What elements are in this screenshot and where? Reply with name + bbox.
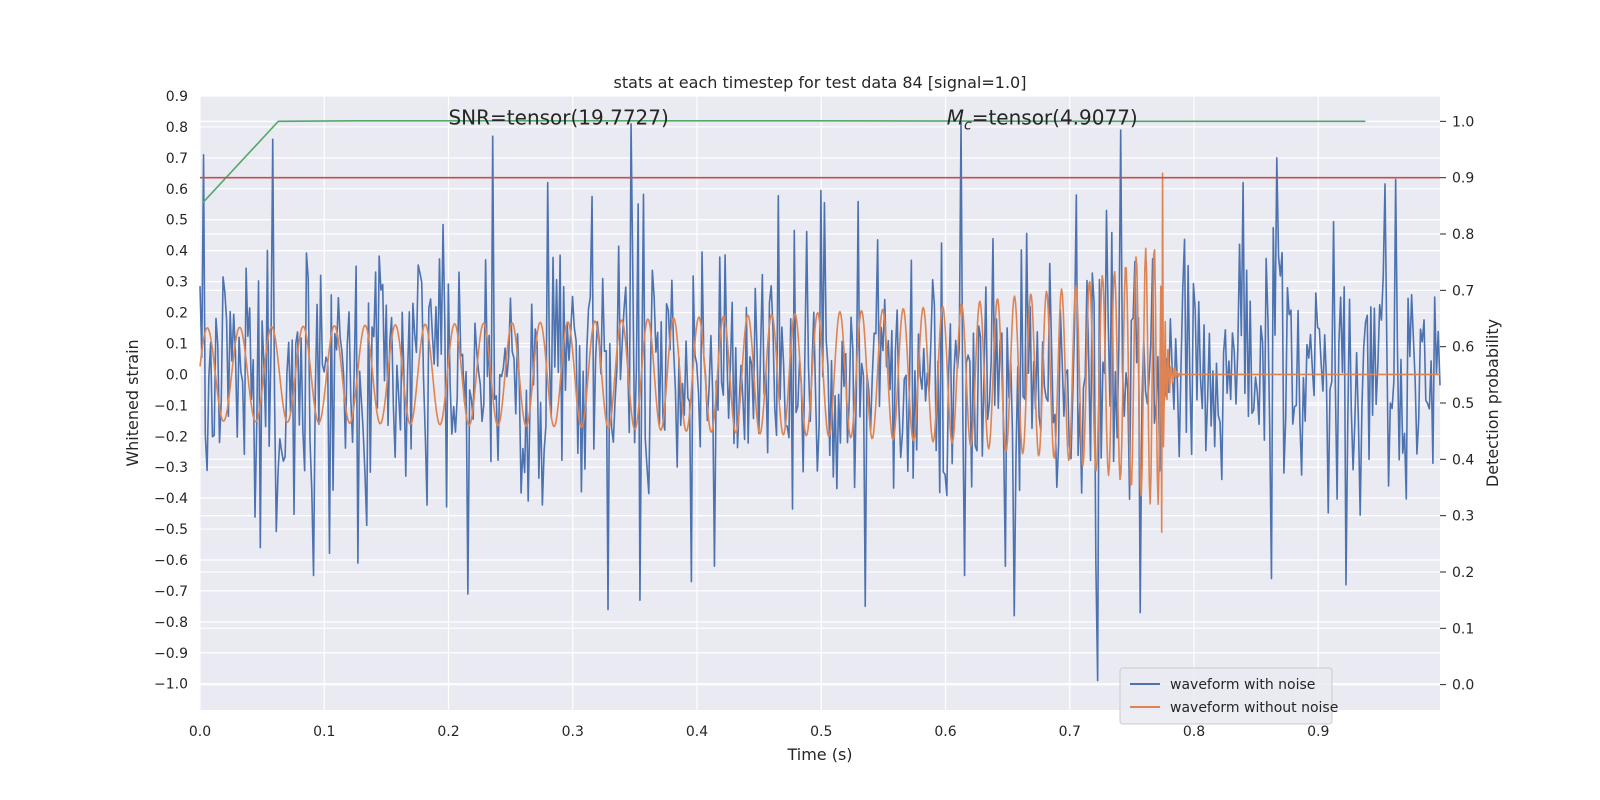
x-axis: 0.0 0.1 0.2 0.3 0.4 0.5 0.6 0.7 0.8 0.9 <box>189 724 1330 740</box>
annotation-chirp-mass-value: =tensor(4.9077) <box>972 106 1138 130</box>
y2-tick-label: 0.8 <box>1452 227 1474 243</box>
y2-tick-label: 0.0 <box>1452 678 1474 694</box>
annotation-chirp-mass-subscript: c <box>964 118 972 134</box>
annotation-chirp-mass-symbol: M <box>947 106 964 130</box>
y-tick-label: 0.2 <box>166 306 188 322</box>
series-layer <box>199 119 1441 682</box>
y-tick-label: −0.9 <box>154 646 188 662</box>
y-tick-label: −0.5 <box>154 522 188 538</box>
y2-tick-label: 0.2 <box>1452 565 1474 581</box>
series-detection-probability <box>201 119 1366 204</box>
y2-tick-label: 0.7 <box>1452 283 1474 299</box>
y2-tick-label: 0.4 <box>1452 452 1474 468</box>
y2-tick-label: 0.5 <box>1452 396 1474 412</box>
series-waveform-with-noise <box>199 119 1441 682</box>
x-tick-label: 0.6 <box>934 724 956 740</box>
x-tick-label: 0.1 <box>313 724 335 740</box>
annotation-chirp-mass: Mc=tensor(4.9077) <box>947 106 1138 134</box>
x-axis-label: Time (s) <box>786 745 852 764</box>
y2-tick-label: 1.0 <box>1452 114 1474 130</box>
y-tick-label: −0.7 <box>154 584 188 600</box>
y-axis-right: 1.0 0.9 0.8 0.7 0.6 0.5 0.4 0.3 0.2 0.1 0.0 <box>1440 114 1474 694</box>
x-tick-label: 0.4 <box>686 724 708 740</box>
legend-label-clean: waveform without noise <box>1170 700 1338 716</box>
x-tick-label: 0.3 <box>562 724 584 740</box>
y-tick-label: 0.3 <box>166 275 188 291</box>
x-tick-label: 0.8 <box>1183 724 1205 740</box>
y-tick-label: −0.8 <box>154 615 188 631</box>
legend-frame <box>1119 667 1333 725</box>
x-tick-label: 0.2 <box>437 724 459 740</box>
y-tick-label: −0.2 <box>154 429 188 445</box>
y2-tick-label: 0.3 <box>1452 509 1474 525</box>
x-tick-label: 0.5 <box>810 724 832 740</box>
y2-tick-label: 0.9 <box>1452 171 1474 187</box>
y-tick-label: 0.9 <box>166 89 188 105</box>
annotation-snr: SNR=tensor(19.7727) <box>448 106 668 130</box>
legend-label-noise: waveform with noise <box>1170 677 1315 693</box>
series-waveform-without-noise <box>199 172 1440 533</box>
y-tick-label: −0.6 <box>154 553 188 569</box>
x-tick-label: 0.0 <box>189 724 211 740</box>
y-axis-label: Whitened strain <box>123 339 142 466</box>
y-axis-left: 0.9 0.8 0.7 0.6 0.5 0.4 0.3 0.2 0.1 0.0 −0.1 −0.2 −0… <box>154 89 188 693</box>
chart-title: stats at each timestep for test data 84 … <box>614 73 1027 92</box>
y-tick-label: 0.4 <box>166 244 188 260</box>
y-tick-label: 0.8 <box>166 120 188 136</box>
y-tick-label: −1.0 <box>154 677 188 693</box>
y2-tick-label: 0.1 <box>1452 621 1474 637</box>
y-tick-label: 0.6 <box>166 182 188 198</box>
y2-tick-label: 0.6 <box>1452 340 1474 356</box>
x-tick-label: 0.9 <box>1307 724 1329 740</box>
y-tick-label: −0.1 <box>154 398 188 414</box>
x-tick-label: 0.7 <box>1059 724 1081 740</box>
y-tick-label: 0.1 <box>166 336 188 352</box>
y-tick-label: −0.3 <box>154 460 188 476</box>
y-tick-label: −0.4 <box>154 491 188 507</box>
y-axis-right-label: Detection probability <box>1483 319 1502 487</box>
legend: waveform with noise waveform without noi… <box>1119 667 1338 725</box>
y-tick-label: 0.0 <box>166 367 188 383</box>
y-tick-label: 0.5 <box>166 213 188 229</box>
y-tick-label: 0.7 <box>166 151 188 167</box>
